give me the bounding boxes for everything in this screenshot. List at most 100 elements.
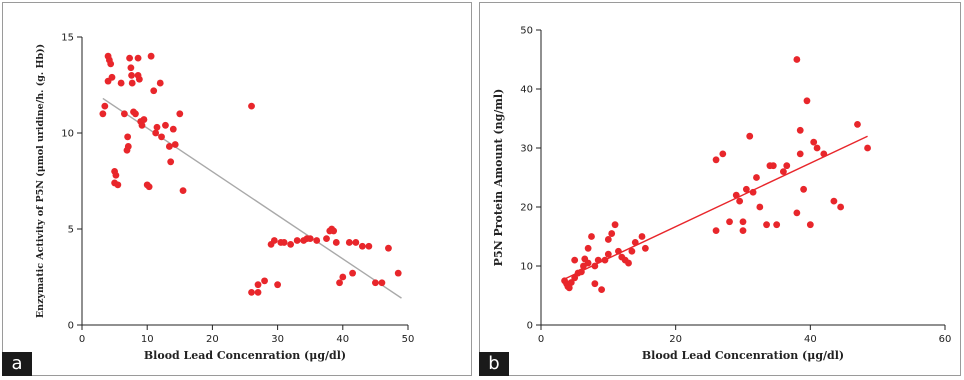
data-point bbox=[394, 269, 402, 277]
data-point bbox=[152, 129, 160, 137]
y-tick-label: 40 bbox=[520, 85, 533, 96]
data-point bbox=[604, 250, 612, 258]
data-point bbox=[313, 237, 321, 244]
data-point bbox=[126, 54, 133, 62]
chart-b: 0 20 40 60 0 10 20 30 40 50 Blood Lead Concenratio… bbox=[492, 26, 952, 363]
data-point bbox=[615, 247, 622, 255]
data-point bbox=[769, 162, 777, 170]
x-tick-label: 10 bbox=[141, 334, 154, 345]
data-point bbox=[803, 97, 811, 105]
data-point bbox=[378, 279, 386, 287]
data-point bbox=[132, 110, 139, 118]
chart-a: 0 10 20 30 40 50 0 5 10 15 Blood Lead Concenration… bbox=[35, 33, 415, 363]
panel-b: 0 20 40 60 0 10 20 30 40 50 Blood Lead Concenratio… bbox=[479, 2, 961, 376]
data-point bbox=[796, 126, 804, 134]
data-point bbox=[145, 183, 153, 191]
data-point bbox=[591, 280, 599, 288]
data-point bbox=[339, 273, 347, 281]
data-point bbox=[712, 227, 720, 235]
data-point bbox=[830, 197, 838, 205]
panel-letter-a: a bbox=[2, 352, 32, 376]
data-point bbox=[147, 52, 155, 60]
data-point bbox=[330, 227, 338, 235]
data-point bbox=[739, 227, 747, 235]
panel-letter-b: b bbox=[479, 352, 509, 376]
data-point bbox=[254, 281, 262, 289]
y-tick-label: 10 bbox=[61, 129, 74, 140]
data-point bbox=[753, 174, 760, 181]
data-point bbox=[261, 277, 268, 285]
data-point bbox=[108, 73, 116, 81]
x-tick-label: 20 bbox=[669, 334, 682, 345]
data-point bbox=[358, 242, 366, 250]
x-tick-label: 20 bbox=[206, 334, 219, 345]
data-point bbox=[736, 197, 744, 205]
data-point bbox=[140, 116, 148, 123]
data-point bbox=[756, 203, 764, 211]
data-point bbox=[773, 221, 781, 229]
data-point bbox=[332, 239, 340, 246]
data-point bbox=[611, 221, 619, 229]
data-point bbox=[584, 259, 592, 267]
panel-a: 0 10 20 30 40 50 0 5 10 15 Blood Lead Concenration… bbox=[2, 2, 472, 376]
data-point bbox=[385, 244, 392, 252]
data-point bbox=[120, 110, 128, 118]
data-point bbox=[117, 79, 125, 87]
data-point bbox=[306, 235, 314, 243]
data-point bbox=[162, 121, 169, 129]
data-point bbox=[165, 143, 173, 150]
data-point bbox=[112, 171, 120, 179]
x-tick-label: 60 bbox=[939, 334, 952, 345]
data-point bbox=[783, 162, 791, 170]
data-point bbox=[349, 269, 356, 277]
data-point bbox=[837, 203, 845, 211]
data-point bbox=[641, 244, 649, 252]
data-point bbox=[128, 79, 136, 87]
data-point bbox=[763, 221, 770, 229]
data-point bbox=[101, 102, 109, 110]
data-point bbox=[176, 110, 184, 118]
y-tick-label: 0 bbox=[68, 321, 74, 332]
y-tick-label: 5 bbox=[68, 225, 74, 236]
data-point bbox=[608, 230, 616, 237]
y-tick-label: 30 bbox=[520, 144, 533, 155]
data-point bbox=[813, 144, 821, 152]
data-point bbox=[293, 237, 301, 244]
y-tick-label: 10 bbox=[520, 262, 533, 273]
data-point bbox=[99, 110, 107, 118]
data-point bbox=[638, 233, 646, 240]
data-point bbox=[628, 247, 636, 255]
data-point bbox=[123, 146, 131, 154]
data-point bbox=[601, 256, 609, 264]
x-tick-label: 30 bbox=[271, 334, 284, 345]
data-point bbox=[588, 233, 595, 240]
data-point bbox=[323, 235, 330, 243]
data-point bbox=[287, 240, 295, 248]
data-point bbox=[780, 168, 787, 176]
data-point bbox=[604, 236, 612, 243]
data-point bbox=[352, 239, 360, 246]
data-point bbox=[134, 54, 142, 62]
y-tick-label: 0 bbox=[527, 321, 533, 332]
data-point bbox=[864, 144, 871, 152]
data-point bbox=[171, 141, 179, 148]
data-point bbox=[578, 268, 585, 276]
x-tick-label: 50 bbox=[402, 334, 415, 345]
data-point bbox=[793, 209, 801, 217]
data-point bbox=[719, 150, 727, 158]
data-point bbox=[270, 237, 278, 244]
data-point bbox=[280, 239, 288, 246]
data-point bbox=[127, 64, 135, 72]
data-point bbox=[625, 259, 632, 267]
data-point bbox=[749, 188, 757, 196]
data-point bbox=[372, 279, 379, 287]
x-tick-label: 0 bbox=[538, 334, 544, 345]
x-tick-label: 40 bbox=[804, 334, 817, 345]
trend-line bbox=[102, 97, 402, 299]
data-point bbox=[746, 132, 754, 140]
trend-line bbox=[564, 135, 868, 280]
data-point bbox=[584, 244, 592, 252]
y-tick-label: 50 bbox=[520, 26, 533, 37]
data-point bbox=[854, 121, 861, 128]
data-point bbox=[565, 284, 573, 292]
